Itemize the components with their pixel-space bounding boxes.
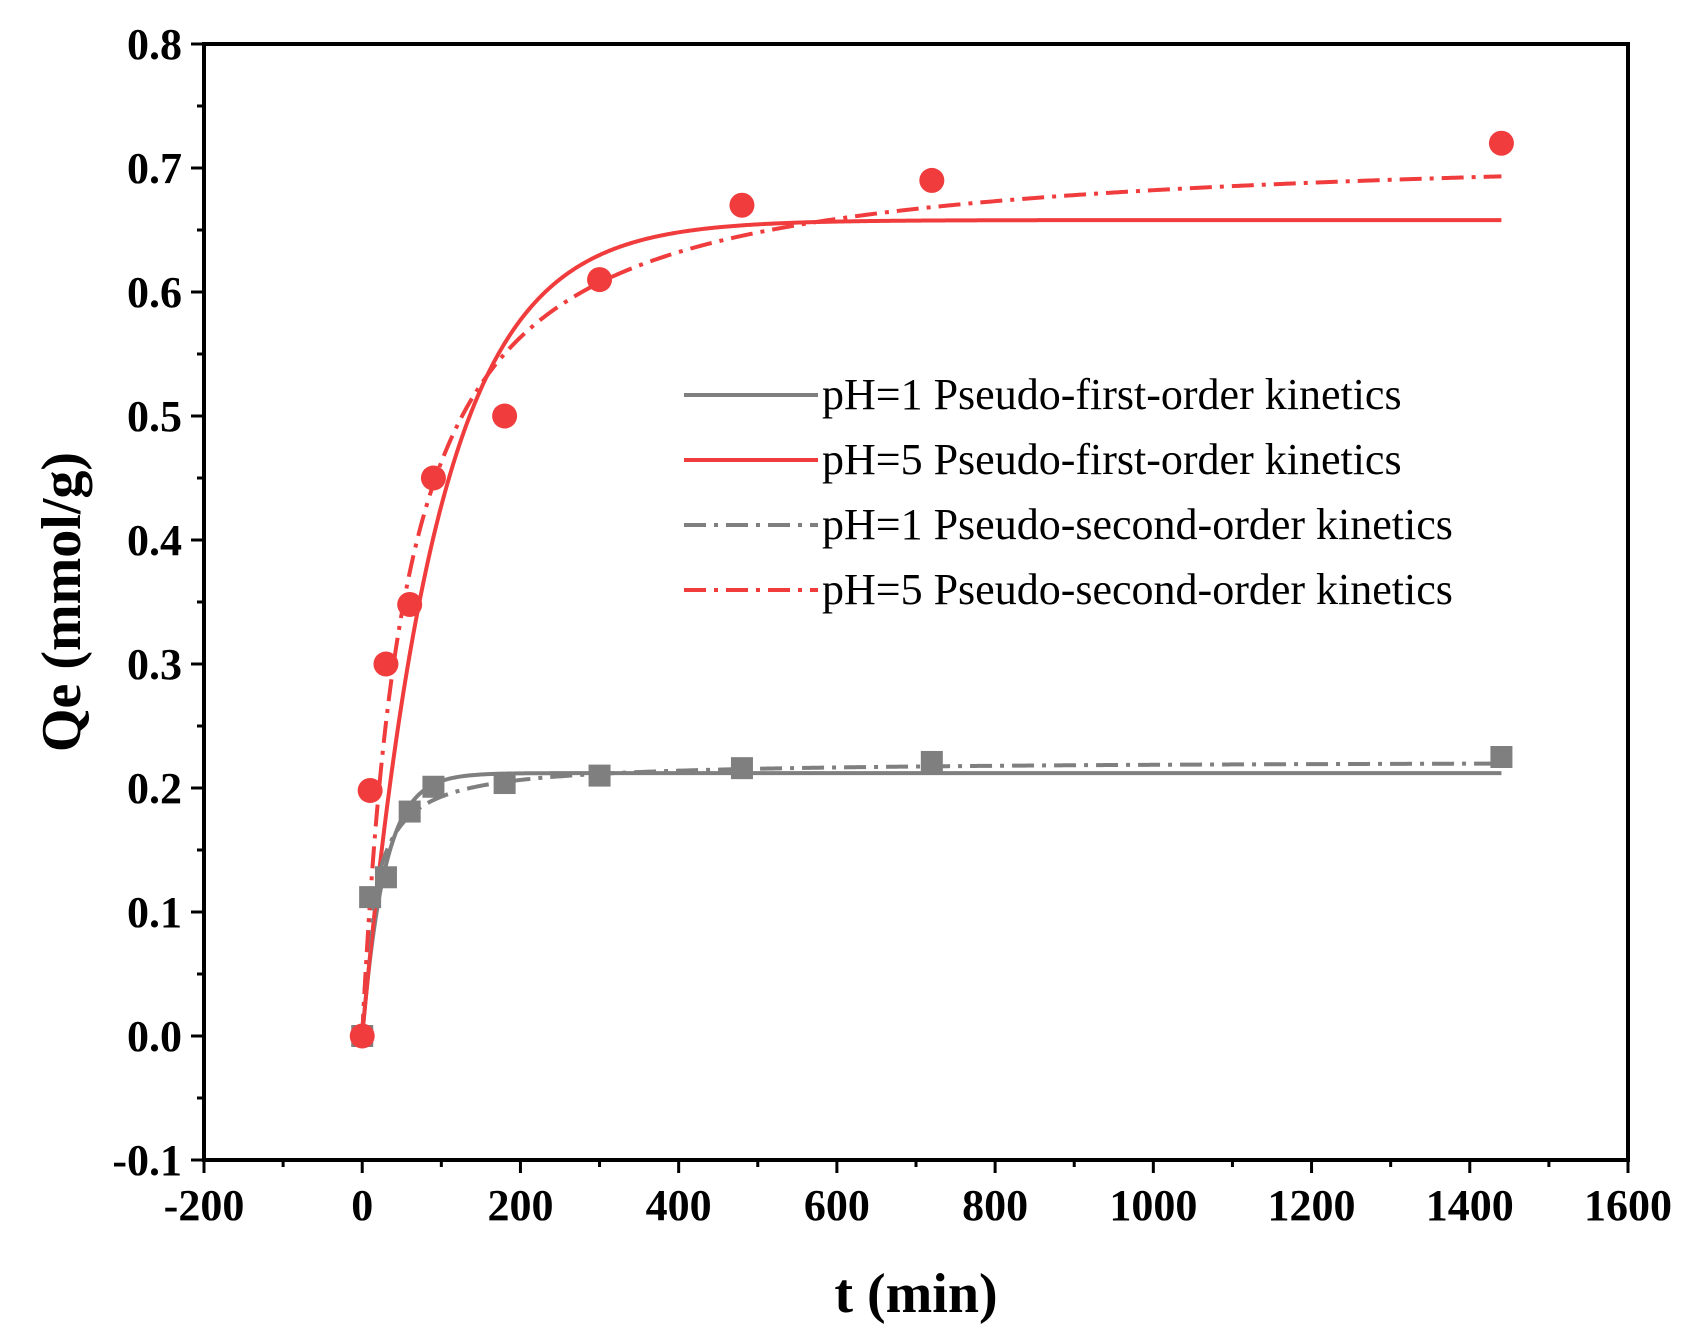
data-markers — [349, 130, 1514, 1049]
x-tick-label: 1200 — [1268, 1181, 1356, 1230]
fit-line — [360, 761, 1502, 1037]
data-point-square — [374, 866, 397, 889]
x-tick-label: 200 — [487, 1181, 553, 1230]
y-tick-label: 0.8 — [127, 20, 182, 69]
data-point-square — [359, 886, 382, 909]
data-point-square — [920, 750, 943, 773]
legend: pH=1 Pseudo-first-order kinetics pH=5 Pse… — [684, 370, 1453, 614]
data-point-square — [730, 757, 753, 780]
data-point-circle — [397, 591, 423, 617]
data-point-circle — [492, 403, 518, 429]
y-tick-labels: -0.1 0.0 0.1 0.2 0.3 0.4 0.5 0.6 0.7 0.8 — [112, 20, 182, 1185]
x-tick-label: 800 — [962, 1181, 1028, 1230]
fit-line — [360, 218, 1502, 1037]
data-point-circle — [420, 465, 446, 491]
data-point-circle — [373, 651, 399, 677]
y-tick-label: 0.0 — [127, 1012, 182, 1061]
legend-label: pH=1 Pseudo-second-order kinetics — [822, 500, 1453, 549]
x-tick-label: 0 — [351, 1181, 373, 1230]
data-point-circle — [1488, 130, 1514, 156]
legend-label: pH=1 Pseudo-first-order kinetics — [822, 370, 1402, 419]
fit-line — [360, 174, 1502, 1037]
x-tick-label: 1400 — [1426, 1181, 1514, 1230]
data-point-circle — [919, 167, 945, 193]
data-point-square — [398, 800, 421, 823]
y-tick-label: 0.6 — [127, 268, 182, 317]
x-tick-label: 600 — [804, 1181, 870, 1230]
x-tick-label: -200 — [164, 1181, 245, 1230]
data-point-square — [493, 772, 516, 795]
data-point-circle — [587, 267, 613, 293]
legend-label: pH=5 Pseudo-first-order kinetics — [822, 435, 1402, 484]
fit-line — [360, 771, 1502, 1037]
x-tick-labels: -200 0 200 400 600 800 1000 1200 1400 1600 — [164, 1181, 1672, 1230]
y-tick-label: 0.2 — [127, 764, 182, 813]
y-tick-label: 0.7 — [127, 144, 182, 193]
data-point-circle — [349, 1023, 375, 1049]
data-point-circle — [729, 192, 755, 218]
data-point-circle — [357, 777, 383, 803]
x-tick-label: 1000 — [1109, 1181, 1197, 1230]
data-point-square — [588, 764, 611, 787]
legend-label: pH=5 Pseudo-second-order kinetics — [822, 565, 1453, 614]
axis-ticks — [191, 42, 1630, 1173]
y-tick-label: -0.1 — [112, 1136, 182, 1185]
data-point-square — [1490, 746, 1513, 768]
data-point-square — [422, 775, 445, 798]
y-tick-label: 0.5 — [127, 392, 182, 441]
x-axis-title: t (min) — [834, 1263, 997, 1325]
x-tick-label: 400 — [646, 1181, 712, 1230]
y-tick-label: 0.3 — [127, 640, 182, 689]
x-tick-label: 1600 — [1584, 1181, 1672, 1230]
y-tick-label: 0.4 — [127, 516, 182, 565]
y-axis-title: Qe (mmol/g) — [31, 452, 93, 752]
y-tick-label: 0.1 — [127, 888, 182, 937]
